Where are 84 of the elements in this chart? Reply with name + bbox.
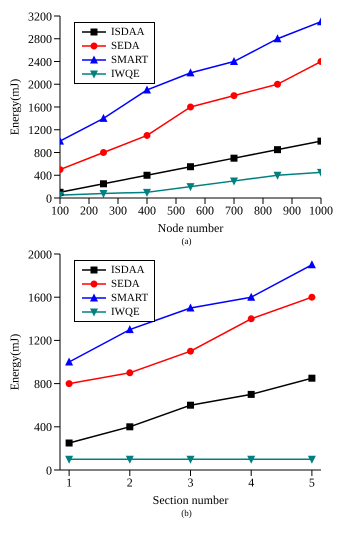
point <box>187 348 194 355</box>
y-axis-title: Energy(mJ) <box>7 334 22 390</box>
point <box>126 325 134 334</box>
legend-label: SEDA <box>111 278 140 290</box>
x-tick-label: 600 <box>196 204 214 218</box>
point <box>66 440 73 446</box>
point <box>126 369 134 376</box>
y-tick-label: 1600 <box>28 290 52 304</box>
point <box>308 294 316 301</box>
point <box>186 183 194 192</box>
point <box>230 154 238 162</box>
point <box>143 85 151 94</box>
legend-label: SEDA <box>111 40 140 52</box>
y-tick-label: 400 <box>34 420 52 434</box>
y-axis-title: Energy(mJ) <box>7 78 22 136</box>
x-tick-label: 900 <box>283 204 301 218</box>
x-tick-label: 4 <box>248 476 254 490</box>
x-tick-label: 3 <box>188 476 194 490</box>
y-tick-label: 1200 <box>28 334 52 348</box>
x-tick-label: 1 <box>66 476 72 490</box>
x-tick-label: 100 <box>51 204 69 218</box>
point <box>274 34 282 42</box>
point <box>248 390 255 398</box>
point <box>187 402 194 409</box>
x-tick-label: 2 <box>126 476 133 490</box>
y-tick-label: 1600 <box>28 100 52 114</box>
x-axis-title: Section number <box>152 493 228 507</box>
y-tick-label: 400 <box>34 168 52 183</box>
point <box>65 456 74 464</box>
point <box>308 260 316 268</box>
point <box>274 172 282 180</box>
y-tick-label: 2400 <box>28 54 52 69</box>
y-tick-label: 800 <box>34 376 52 391</box>
point <box>126 423 134 430</box>
point <box>186 68 194 76</box>
legend-label: ISDAA <box>111 26 145 38</box>
x-tick-label: 500 <box>167 204 185 218</box>
point <box>186 456 194 464</box>
point <box>274 80 281 88</box>
point <box>144 132 150 139</box>
x-tick-label: 5 <box>308 476 315 490</box>
point <box>187 163 194 170</box>
x-axis-title: Node number <box>158 221 224 235</box>
y-tick-label: 2000 <box>28 78 52 92</box>
point <box>230 177 238 186</box>
y-tick-label: 2000 <box>28 247 52 262</box>
legend-label: ISDAA <box>111 264 145 276</box>
point <box>100 190 108 198</box>
point <box>66 380 73 388</box>
point <box>126 456 134 464</box>
legend-label: IWQE <box>111 306 140 318</box>
point <box>308 456 316 464</box>
text: (a) <box>180 236 192 246</box>
y-tick-label: 0 <box>46 191 52 206</box>
text: (b) <box>180 508 193 518</box>
point <box>100 180 107 188</box>
legend-label: SMART <box>111 54 148 66</box>
y-tick-label: 2800 <box>28 32 52 46</box>
point <box>248 315 255 322</box>
x-tick-label: 300 <box>109 204 127 218</box>
legend-label: IWQE <box>111 68 140 80</box>
y-tick-label: 800 <box>34 146 52 160</box>
point <box>247 292 256 301</box>
x-tick-label: 1000 <box>309 204 333 218</box>
point <box>187 104 194 110</box>
x-tick-label: 400 <box>138 204 156 218</box>
y-tick-label: 1200 <box>28 123 52 138</box>
point <box>230 92 238 100</box>
point <box>143 188 151 197</box>
y-tick-label: 3200 <box>28 9 52 24</box>
y-tick-label: 0 <box>46 463 52 478</box>
point <box>144 172 150 179</box>
x-tick-label: 800 <box>254 204 272 218</box>
point <box>247 456 256 464</box>
point <box>65 358 74 366</box>
point <box>186 304 194 312</box>
x-tick-label: 700 <box>225 204 243 218</box>
x-tick-label: 200 <box>80 204 98 218</box>
point <box>308 374 316 382</box>
point <box>100 114 108 122</box>
point <box>230 57 238 65</box>
point <box>274 146 281 154</box>
legend-label: SMART <box>111 292 148 304</box>
point <box>100 149 107 156</box>
